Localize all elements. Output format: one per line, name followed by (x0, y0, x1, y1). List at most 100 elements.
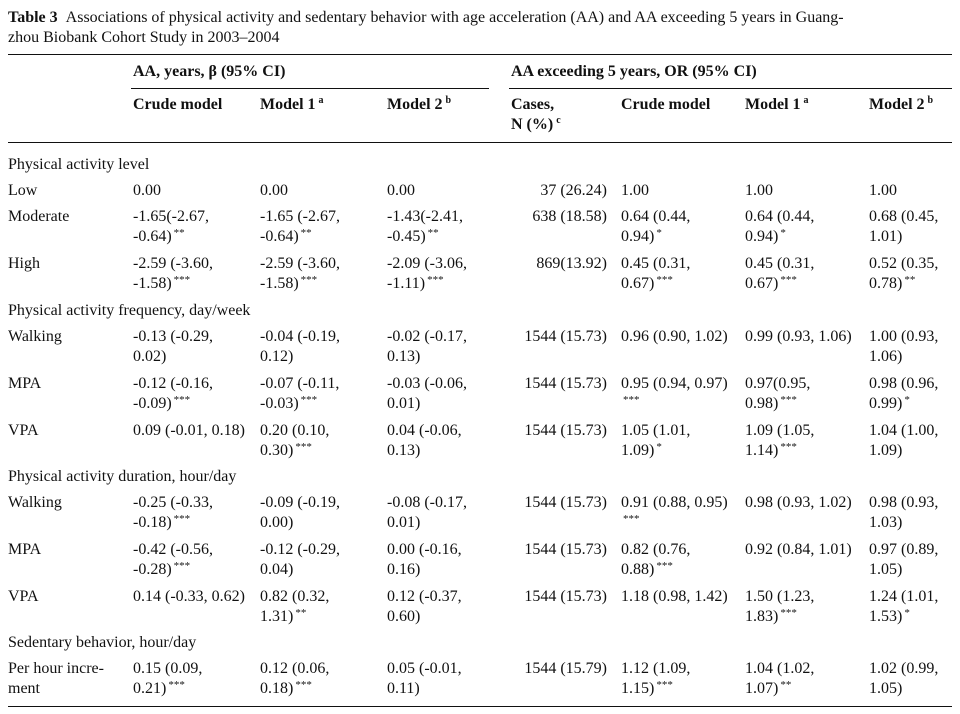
col-header-cases: Cases, N (%) c (511, 96, 561, 133)
significance-marker: * (904, 394, 910, 406)
significance-marker: *** (780, 607, 797, 619)
cell-cases: 1544 (15.79) (524, 660, 607, 677)
cell-crude-or: 0.45 (0.31, 0.67) *** (621, 255, 691, 292)
cell-model1-or: 1.00 (745, 182, 773, 199)
row-label: Walking (8, 494, 62, 511)
cell-crude-aa: 0.09 (-0.01, 0.18) (133, 422, 245, 439)
significance-marker: *** (173, 513, 191, 525)
cell-crude-or: 1.18 (0.98, 1.42) (621, 588, 728, 605)
significance-marker: *** (168, 679, 185, 691)
cell-cases: 1544 (15.73) (524, 588, 607, 605)
cell-model1-aa: 0.82 (0.32, 1.31) ** (260, 588, 330, 625)
top-rule (8, 54, 952, 55)
significance-marker: *** (173, 274, 191, 286)
cell-model2-aa: -2.09 (-3.06, -1.11) *** (387, 255, 467, 292)
significance-marker: *** (780, 441, 797, 453)
group-header-aa-exceeding: AA exceeding 5 years, OR (95% CI) (511, 63, 757, 80)
significance-marker: ** (904, 274, 916, 286)
cell-crude-aa: -0.13 (-0.29, 0.02) (133, 328, 213, 365)
cell-cases: 1544 (15.73) (524, 422, 607, 439)
cell-crude-or: 1.00 (621, 182, 649, 199)
cell-model2-or: 1.24 (1.01, 1.53) * (869, 588, 939, 625)
cell-crude-aa: -2.59 (-3.60, -1.58) *** (133, 255, 213, 292)
cell-model1-aa: -0.07 (-0.11, -0.03) *** (260, 375, 340, 412)
row-label: MPA (8, 375, 42, 392)
cell-model1-or: 1.09 (1.05, 1.14) *** (745, 422, 815, 459)
significance-marker: * (656, 441, 662, 453)
significance-marker: *** (780, 274, 797, 286)
cell-cases: 37 (26.24) (540, 182, 607, 199)
row-label: Per hour incre-ment (8, 660, 104, 697)
cell-model1-or: 0.45 (0.31, 0.67) *** (745, 255, 815, 292)
group2-rule (509, 88, 952, 89)
cell-model1-or: 0.92 (0.84, 1.01) (745, 541, 852, 558)
table-caption: Table 3 Associations of physical activit… (8, 8, 952, 48)
cell-model2-aa: 0.00 (387, 182, 415, 199)
significance-marker: *** (173, 560, 191, 572)
cell-crude-aa: -0.12 (-0.16, -0.09) *** (133, 375, 213, 412)
cell-cases: 1544 (15.73) (524, 541, 607, 558)
group1-rule (131, 88, 489, 89)
significance-marker: * (904, 607, 910, 619)
caption-text: Associations of physical activity and se… (65, 9, 844, 26)
cell-crude-or: 0.95 (0.94, 0.97) *** (621, 375, 728, 406)
cell-model1-aa: 0.20 (0.10, 0.30) *** (260, 422, 330, 459)
caption-text-cont: zhou Biobank Cohort Study in 2003–2004 (8, 29, 280, 46)
cell-model1-aa: 0.12 (0.06, 0.18) *** (260, 660, 330, 697)
row-label: VPA (8, 588, 39, 605)
cell-crude-or: 0.64 (0.44, 0.94) * (621, 208, 691, 245)
col-header-crude-aa: Crude model (133, 96, 223, 113)
cell-crude-aa: -1.65(-2.67, -0.64) ** (133, 208, 209, 245)
cell-model1-or: 0.98 (0.93, 1.02) (745, 494, 852, 511)
cell-crude-or: 0.82 (0.76, 0.88) *** (621, 541, 691, 578)
cell-model2-aa: -0.03 (-0.06, 0.01) (387, 375, 467, 412)
cell-model1-aa: -0.09 (-0.19, 0.00) (260, 494, 340, 531)
cell-crude-aa: 0.15 (0.09, 0.21) *** (133, 660, 203, 697)
significance-marker: *** (656, 274, 673, 286)
section-title: Physical activity frequency, day/week (8, 302, 251, 319)
significance-marker: *** (295, 679, 312, 691)
row-label: Moderate (8, 208, 70, 225)
cell-cases: 638 (18.58) (532, 208, 607, 225)
cell-model1-or: 1.50 (1.23, 1.83) *** (745, 588, 815, 625)
cell-model2-or: 0.98 (0.96, 0.99) * (869, 375, 939, 412)
cell-model2-or: 0.98 (0.93, 1.03) (869, 494, 939, 531)
table-label: Table 3 (8, 9, 58, 26)
significance-marker: ** (300, 227, 312, 239)
cell-model2-aa: 0.12 (-0.37, 0.60) (387, 588, 462, 625)
significance-marker: ** (295, 607, 307, 619)
section-title: Physical activity level (8, 156, 150, 173)
cell-crude-or: 0.91 (0.88, 0.95) *** (621, 494, 728, 525)
significance-marker: * (780, 227, 786, 239)
cell-crude-or: 1.05 (1.01, 1.09) * (621, 422, 691, 459)
cell-model2-aa: 0.00 (-0.16, 0.16) (387, 541, 462, 578)
cell-model2-or: 1.00 (0.93, 1.06) (869, 328, 939, 365)
significance-marker: *** (300, 274, 318, 286)
significance-marker: *** (780, 394, 797, 406)
significance-marker: *** (300, 394, 318, 406)
significance-marker: *** (173, 394, 191, 406)
cell-crude-aa: 0.14 (-0.33, 0.62) (133, 588, 245, 605)
significance-marker: *** (656, 679, 673, 691)
cell-crude-or: 0.96 (0.90, 1.02) (621, 328, 728, 345)
cell-model2-or: 1.00 (869, 182, 897, 199)
bottom-rule (8, 706, 952, 707)
significance-marker: ** (780, 679, 792, 691)
group-header-aa: AA, years, β (95% CI) (133, 63, 286, 80)
significance-marker: *** (623, 513, 640, 525)
cell-crude-aa: -0.25 (-0.33, -0.18) *** (133, 494, 213, 531)
section-title: Physical activity duration, hour/day (8, 468, 237, 485)
cell-cases: 1544 (15.73) (524, 375, 607, 392)
cell-model1-or: 0.97(0.95, 0.98) *** (745, 375, 811, 412)
row-label: MPA (8, 541, 42, 558)
col-header-crude-or: Crude model (621, 96, 711, 113)
significance-marker: *** (427, 274, 444, 286)
cell-model2-aa: -0.08 (-0.17, 0.01) (387, 494, 467, 531)
row-label: Walking (8, 328, 62, 345)
cell-model2-aa: -1.43(-2.41, -0.45) ** (387, 208, 463, 245)
cell-model1-or: 0.64 (0.44, 0.94) * (745, 208, 815, 245)
cell-model2-or: 1.02 (0.99, 1.05) (869, 660, 939, 697)
